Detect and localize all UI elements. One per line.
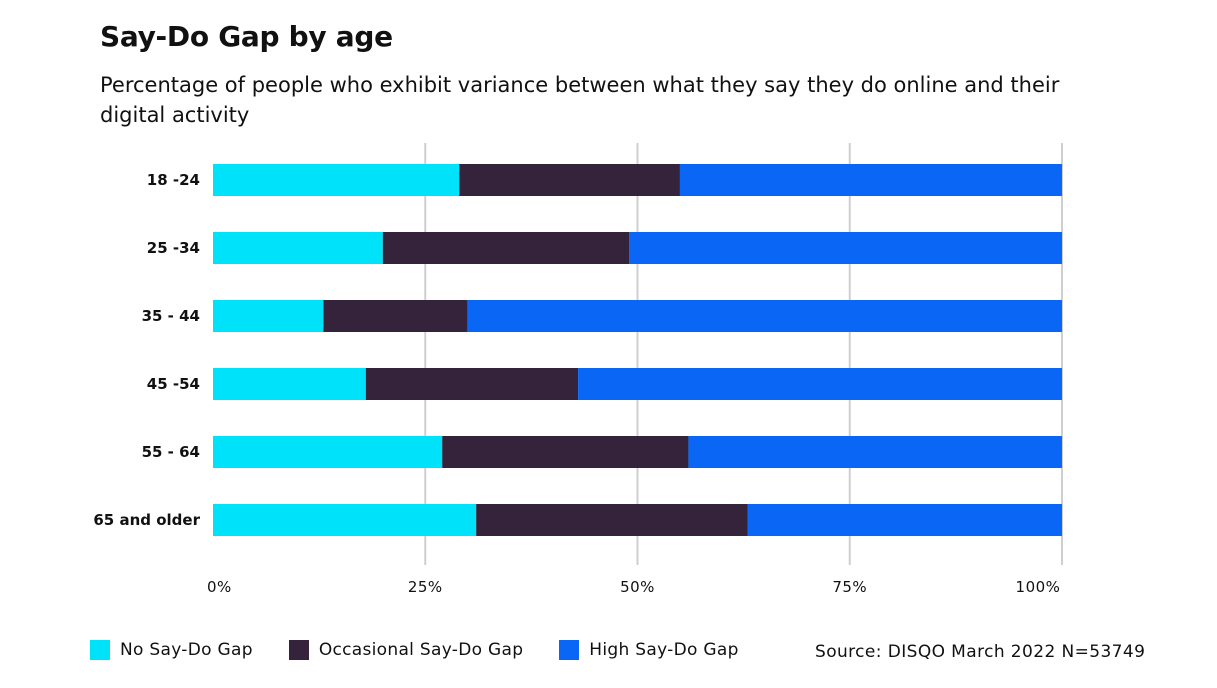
bar-segment-no-gap-row-2: [213, 232, 383, 264]
legend-swatch-occasional-gap: [288, 640, 309, 660]
bar-segment-occasional-gap-row-5: [442, 436, 689, 468]
legend: No Say-Do Gap Occasional Say-Do Gap High…: [90, 636, 775, 664]
bar-segment-occasional-gap-row-1: [459, 164, 680, 196]
bar-segment-high-gap-row-4: [578, 368, 1062, 400]
legend-label-occasional-gap: Occasional Say-Do Gap: [318, 640, 524, 660]
bar-segment-high-gap-row-3: [467, 300, 1062, 332]
source-note: Source: DISQO March 2022 N=53749: [815, 642, 1146, 662]
category-label: 18 -24: [147, 171, 200, 189]
stacked-bar-chart: 18 -24 25 -34 35 - 44 45 -54 55 - 64 65 and o…: [93, 143, 1063, 596]
bar-segment-occasional-gap-row-6: [476, 504, 748, 536]
category-label: 35 - 44: [142, 307, 200, 325]
legend-item-occasional-gap: Occasional Say-Do Gap: [288, 640, 524, 660]
bar-segment-no-gap-row-1: [213, 164, 460, 196]
bar-segment-no-gap-row-6: [213, 504, 477, 536]
bar-segment-no-gap-row-4: [213, 368, 366, 400]
x-tick-label: 75%: [832, 578, 867, 596]
category-label: 45 -54: [147, 375, 200, 393]
legend-swatch-high-gap: [559, 640, 580, 660]
category-label: 25 -34: [147, 239, 200, 257]
x-tick-label: 25%: [408, 578, 443, 596]
legend-swatch-no-gap: [90, 640, 110, 660]
bar-segment-high-gap-row-2: [629, 232, 1062, 264]
bar-segment-high-gap-row-5: [688, 436, 1062, 468]
bar-segment-high-gap-row-6: [747, 504, 1062, 536]
legend-item-high-gap: High Say-Do Gap: [559, 640, 738, 660]
bar-segment-occasional-gap-row-2: [382, 232, 630, 264]
bar-segment-occasional-gap-row-3: [323, 300, 468, 332]
category-label: 65 and older: [93, 511, 200, 529]
legend-label-no-gap: No Say-Do Gap: [120, 640, 253, 660]
bar-segment-high-gap-row-1: [679, 164, 1062, 196]
bar-segment-occasional-gap-row-4: [365, 368, 579, 400]
category-label: 55 - 64: [142, 443, 200, 461]
bar-segment-no-gap-row-5: [213, 436, 443, 468]
x-tick-label: 0%: [207, 578, 232, 596]
chart-title: Say-Do Gap by age: [100, 20, 393, 53]
legend-item-no-gap: No Say-Do Gap: [90, 640, 253, 660]
chart-subtitle: Percentage of people who exhibit varianc…: [100, 73, 1060, 127]
legend-label-high-gap: High Say-Do Gap: [589, 640, 739, 660]
bar-segment-no-gap-row-3: [213, 300, 324, 332]
x-tick-label: 50%: [620, 578, 655, 596]
x-tick-label: 100%: [1016, 578, 1061, 596]
